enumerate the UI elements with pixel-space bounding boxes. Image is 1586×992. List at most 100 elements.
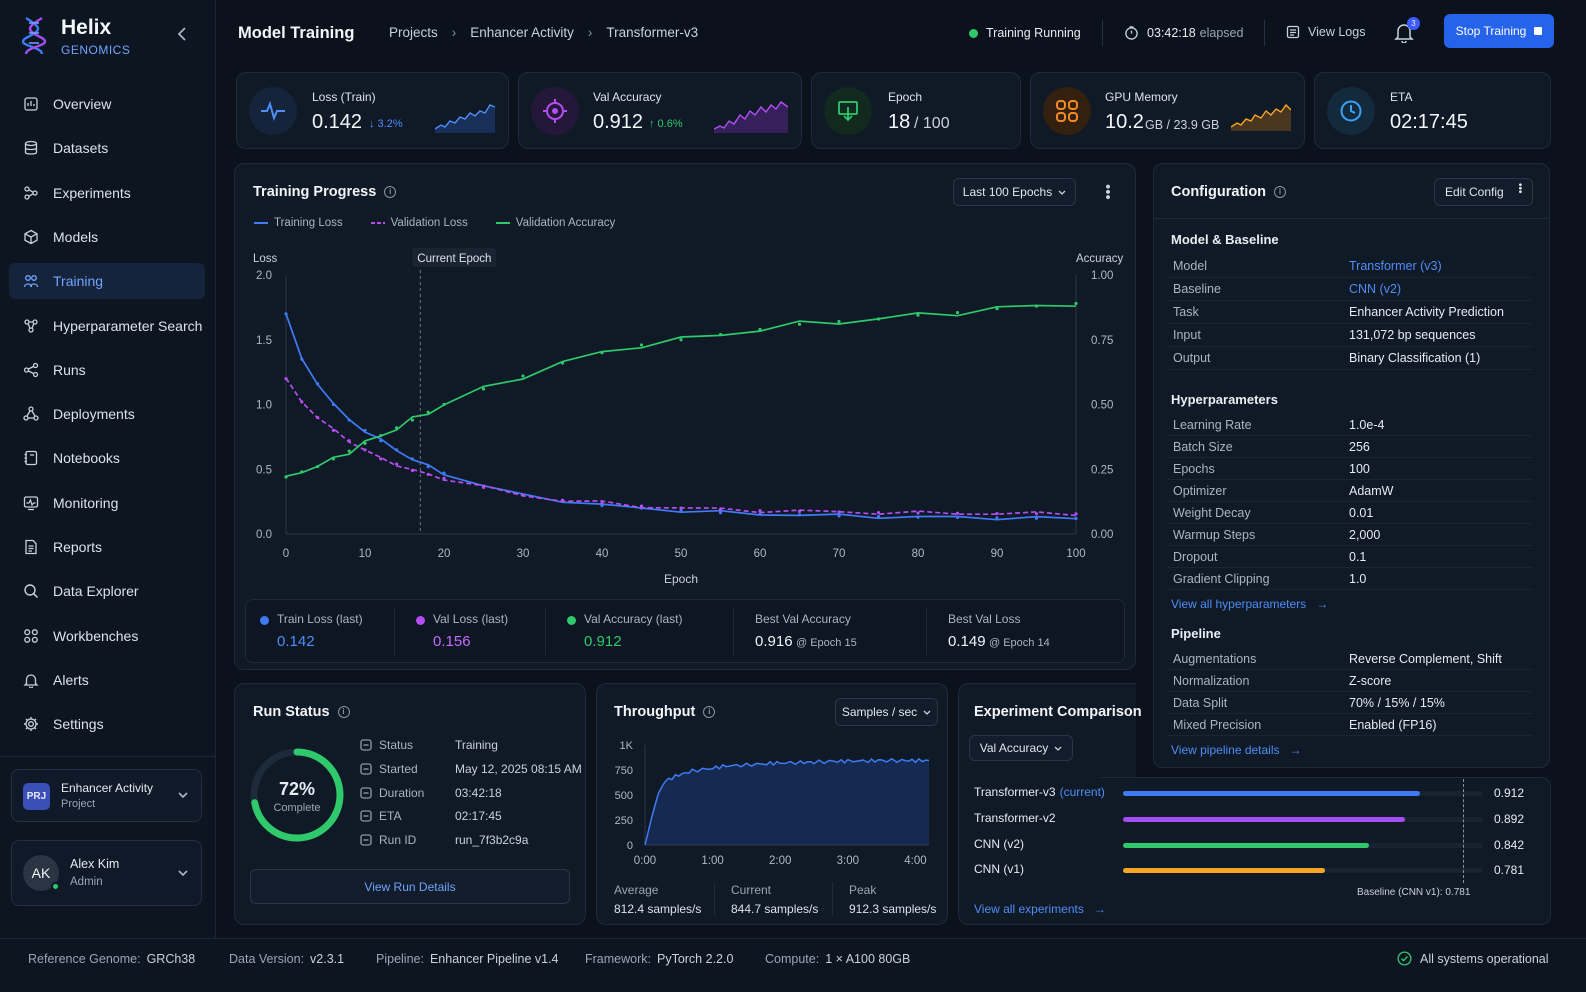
sidebar-item-alerts[interactable]: Alerts bbox=[9, 662, 205, 698]
data-point bbox=[1034, 512, 1039, 516]
breadcrumb-projects[interactable]: Projects bbox=[389, 25, 438, 40]
data-point bbox=[797, 513, 802, 517]
data-point bbox=[876, 317, 881, 321]
y-tick-label: 2.0 bbox=[256, 270, 272, 282]
more-options-icon[interactable]: ••• bbox=[1514, 183, 1525, 194]
progress-ring bbox=[250, 748, 344, 842]
view-pipeline-details-link[interactable]: View pipeline details → bbox=[1171, 743, 1302, 757]
x-tick-label: 1:00 bbox=[701, 855, 723, 867]
view-run-details-button[interactable]: View Run Details bbox=[250, 869, 570, 904]
kpi-epoch-value: 18 bbox=[888, 111, 911, 133]
data-point bbox=[284, 377, 288, 381]
brand-name: Helix bbox=[61, 16, 112, 39]
more-options-icon[interactable]: ••• bbox=[1099, 184, 1116, 200]
chevron-right-icon: › bbox=[587, 25, 593, 40]
sidebar-item-overview[interactable]: Overview bbox=[9, 86, 205, 122]
data-point bbox=[300, 400, 304, 404]
sidebar-item-settings[interactable]: Settings bbox=[9, 706, 205, 742]
sidebar-item-models[interactable]: Models bbox=[9, 219, 205, 255]
data-point bbox=[995, 516, 999, 520]
summary-divider bbox=[394, 607, 395, 655]
config-key: Data Split bbox=[1173, 696, 1228, 710]
x-tick-label: 0 bbox=[283, 548, 289, 560]
sidebar-item-reports[interactable]: Reports bbox=[9, 529, 205, 565]
training-progress-panel bbox=[234, 163, 1136, 670]
view-all-hyperparameters-link[interactable]: View all hyperparameters → bbox=[1171, 597, 1328, 611]
training-status-label: Training Running bbox=[986, 26, 1081, 40]
info-icon[interactable]: i bbox=[384, 186, 397, 198]
config-value: 1.0 bbox=[1349, 572, 1367, 586]
legend-validation-accuracy: Validation Accuracy bbox=[495, 217, 615, 229]
run-value: May 12, 2025 08:15 AM bbox=[455, 761, 582, 776]
config-link[interactable]: Transformer (v3) bbox=[1349, 259, 1442, 273]
comparison-name: Transformer-v3 (current) bbox=[974, 785, 1105, 799]
overview-icon bbox=[23, 96, 39, 112]
data-point bbox=[363, 448, 367, 452]
sidebar-item-training[interactable]: Training bbox=[9, 263, 205, 300]
elapsed-label: elapsed bbox=[1199, 25, 1244, 40]
sidebar-item-runs[interactable]: Runs bbox=[9, 352, 205, 388]
throughput-unit-label: Samples / sec bbox=[841, 705, 918, 719]
breadcrumb-enhancer-activity[interactable]: Enhancer Activity bbox=[470, 25, 574, 40]
header-divider bbox=[1102, 20, 1103, 46]
x-tick-label: 70 bbox=[833, 548, 846, 560]
data-point bbox=[955, 511, 960, 515]
info-icon[interactable]: i bbox=[337, 706, 350, 718]
comparison-bar bbox=[1123, 816, 1406, 822]
kpi-gpu-label: GPU Memory bbox=[1105, 90, 1178, 104]
kpi-gpu-unit: GB / 23.9 GB bbox=[1145, 118, 1220, 132]
data-point bbox=[718, 332, 723, 337]
data-point bbox=[955, 515, 960, 520]
data-point bbox=[876, 511, 881, 515]
sidebar-item-workbenches[interactable]: Workbenches bbox=[9, 618, 205, 654]
user-role: Admin bbox=[70, 876, 103, 888]
collapse-sidebar-icon[interactable] bbox=[176, 26, 188, 42]
edit-config-button[interactable]: Edit Config ••• bbox=[1434, 178, 1533, 206]
sidebar-item-notebooks[interactable]: Notebooks bbox=[9, 440, 205, 476]
clock-icon bbox=[1327, 87, 1375, 135]
x-tick-label: 20 bbox=[438, 548, 451, 560]
y2-tick-label: 0.25 bbox=[1091, 464, 1113, 476]
user-menu[interactable]: AK Alex Kim Admin bbox=[11, 840, 202, 906]
view-logs-button[interactable]: View Logs bbox=[1286, 25, 1365, 39]
sidebar-item-deployments[interactable]: Deployments bbox=[9, 396, 205, 432]
breadcrumb-transformer-v3: Transformer-v3 bbox=[606, 25, 699, 40]
config-key: Baseline bbox=[1173, 282, 1221, 296]
legend-dot bbox=[567, 616, 576, 625]
stop-training-button[interactable]: Stop Training bbox=[1444, 14, 1554, 48]
sidebar-item-monitoring[interactable]: Monitoring bbox=[9, 485, 205, 521]
datasets-icon bbox=[23, 140, 39, 156]
legend-dot bbox=[260, 616, 269, 625]
data-point bbox=[331, 402, 335, 407]
config-key: Normalization bbox=[1173, 674, 1250, 688]
sidebar-item-datasets[interactable]: Datasets bbox=[9, 130, 205, 166]
arrow-right-icon: → bbox=[1289, 743, 1302, 757]
throughput-title-text: Throughput bbox=[614, 704, 696, 720]
summary-value: 0.916 bbox=[755, 633, 793, 650]
comparison-metric-select[interactable]: Val Accuracy bbox=[969, 735, 1073, 761]
kpi-loss-delta: ↓ 3.2% bbox=[369, 118, 403, 130]
config-value: 131,072 bp sequences bbox=[1349, 328, 1476, 342]
run-value: run_7f3b2c9a bbox=[455, 833, 529, 848]
project-switcher[interactable]: PRJ Enhancer Activity Project bbox=[11, 769, 202, 822]
comparison-value: 0.781 bbox=[1494, 863, 1525, 878]
config-link[interactable]: CNN (v2) bbox=[1349, 282, 1402, 296]
footer-reference-genome: Reference Genome: GRCh38 bbox=[28, 952, 195, 966]
view-all-experiments-link[interactable]: View all experiments → bbox=[974, 902, 1106, 916]
data-point bbox=[331, 457, 335, 461]
config-divider bbox=[1154, 218, 1549, 219]
footer-value: 1 × A100 80GB bbox=[825, 952, 911, 966]
sidebar-item-data-explorer[interactable]: Data Explorer bbox=[9, 573, 205, 609]
sidebar-item-label: Runs bbox=[53, 361, 86, 378]
info-icon[interactable]: i bbox=[703, 706, 716, 718]
series-line-validation-loss bbox=[285, 377, 1077, 517]
sidebar-item-hyperparameter-search[interactable]: Hyperparameter Search bbox=[9, 308, 205, 344]
sidebar-item-experiments[interactable]: Experiments bbox=[9, 175, 205, 211]
system-status-label: All systems operational bbox=[1420, 951, 1549, 966]
reports-icon bbox=[23, 539, 39, 555]
config-value: 0.01 bbox=[1349, 506, 1374, 520]
notifications-button[interactable]: 3 bbox=[1394, 17, 1420, 43]
info-icon[interactable]: i bbox=[1274, 186, 1287, 198]
epoch-range-select[interactable]: Last 100 Epochs bbox=[953, 178, 1076, 206]
throughput-unit-select[interactable]: Samples / sec bbox=[835, 698, 938, 726]
